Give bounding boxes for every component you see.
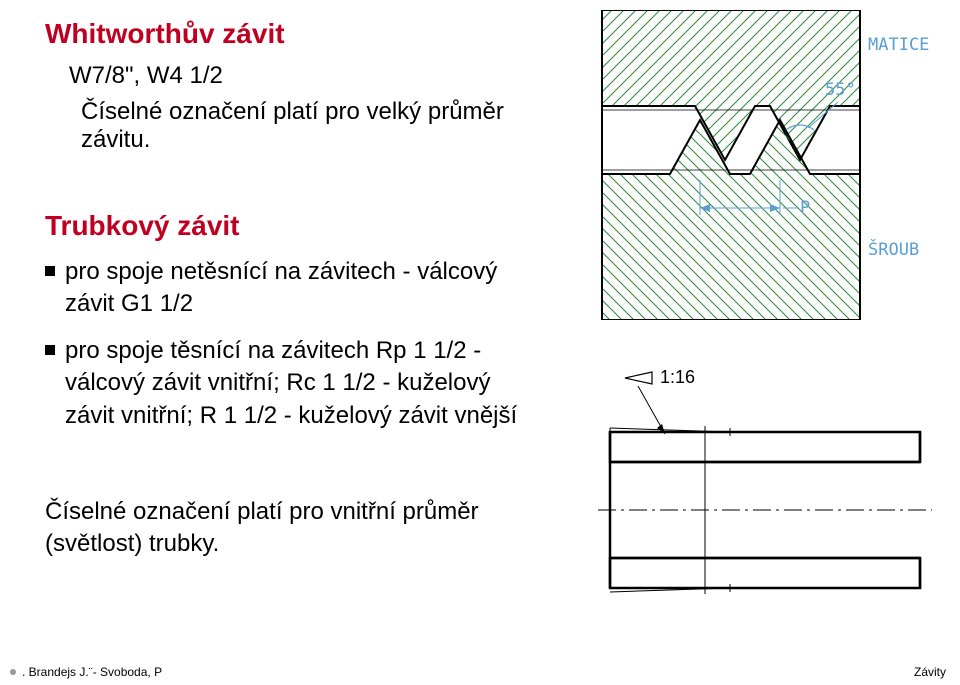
list-item: pro spoje těsnící na závitech Rp 1 1/2 -… (45, 335, 525, 432)
pitch-label: P (800, 198, 810, 218)
list-item: pro spoje netěsnící na závitech - válcov… (45, 256, 525, 321)
footer-topic: Závity (914, 665, 946, 679)
taper-label: 1:16 (660, 370, 695, 387)
bullet-text: pro spoje těsnící na závitech Rp 1 1/2 -… (65, 335, 525, 432)
example-designation: W7/8", W4 1/2 (69, 62, 525, 90)
footer-author: . Brandejs J.¨- Svoboda, P (10, 665, 162, 679)
nut-label: MATICE (868, 35, 929, 55)
footer-author-text: . Brandejs J.¨- Svoboda, P (22, 665, 162, 679)
text-column: Whitworthův závit W7/8", W4 1/2 Číselné … (45, 18, 525, 561)
bullet-icon (45, 266, 55, 276)
footer-dot-icon (10, 669, 16, 675)
angle-label: 55° (825, 80, 856, 100)
thread-cross-section-diagram: 55° P MATICE ŠROUB (600, 10, 930, 320)
bullet-text: pro spoje netěsnící na závitech - válcov… (65, 256, 525, 321)
page: Whitworthův závit W7/8", W4 1/2 Číselné … (0, 0, 960, 685)
page-title: Whitworthův závit (45, 18, 525, 50)
bottom-note: Číselné označení platí pro vnitřní průmě… (45, 496, 525, 561)
pipe-thread-diagram: 1:16 (590, 370, 940, 610)
title-note: Číselné označení platí pro velký průměr … (81, 98, 525, 154)
bolt-label: ŠROUB (868, 238, 919, 260)
section-title: Trubkový závit (45, 210, 525, 242)
bullet-icon (45, 345, 55, 355)
